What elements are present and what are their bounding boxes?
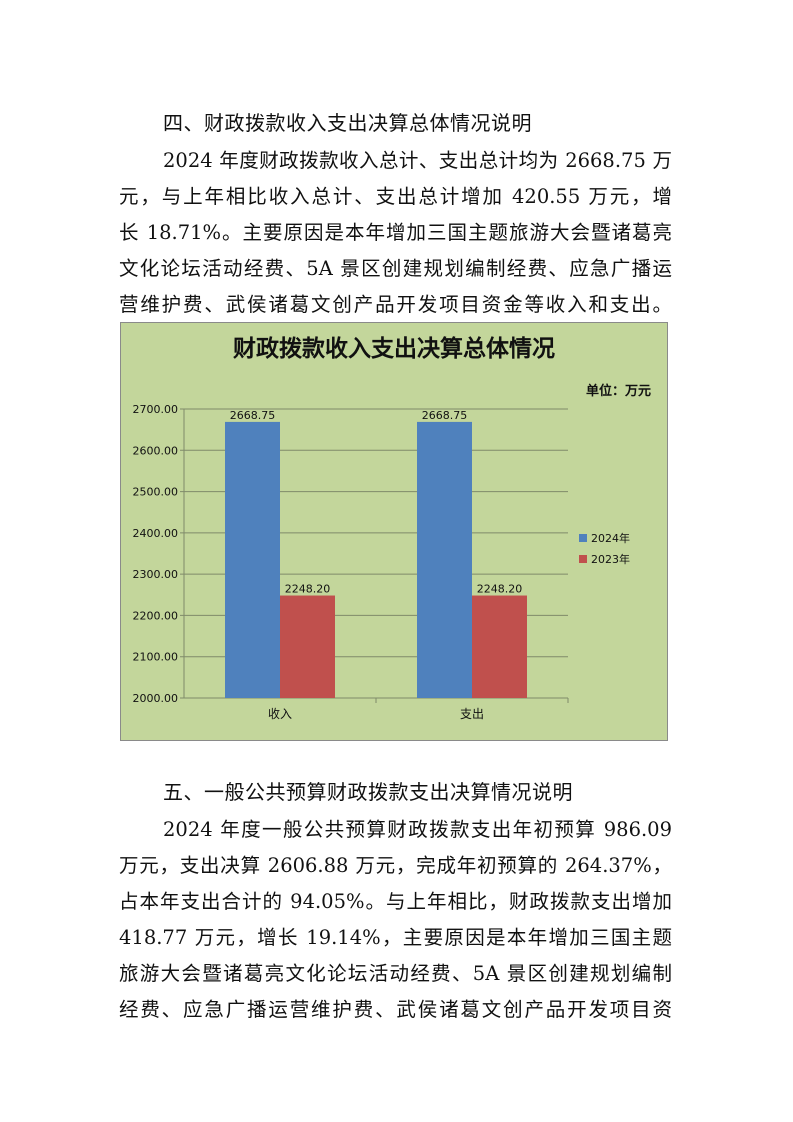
chart-title: 财政拨款收入支出决算总体情况 xyxy=(233,335,555,362)
y-tick-label: 2200.00 xyxy=(133,609,179,622)
y-tick-label: 2500.00 xyxy=(133,486,179,499)
y-tick-label: 2400.00 xyxy=(133,527,179,540)
paragraph-line: 经费、应急广播运营维护费、武侯诸葛文创产品开发项目资 xyxy=(119,998,672,1021)
legend-label: 2023年 xyxy=(591,552,630,566)
bar xyxy=(472,595,527,698)
y-tick-label: 2700.00 xyxy=(133,403,179,416)
data-label: 2668.75 xyxy=(422,409,468,422)
paragraph-line: 文化论坛活动经费、5A 景区创建规划编制经费、应急广播运 xyxy=(119,257,672,280)
y-tick-label: 2000.00 xyxy=(133,692,179,705)
bar-chart: 财政拨款收入支出决算总体情况 单位：万元 2000.00 2100.00 2200.… xyxy=(120,322,668,741)
bar xyxy=(280,595,335,698)
bar xyxy=(225,421,280,698)
data-label: 2248.20 xyxy=(285,583,331,596)
paragraph-line: 2024 年度财政拨款收入总计、支出总计均为 2668.75 万 xyxy=(163,149,672,172)
unit-label: 单位：万元 xyxy=(586,383,651,399)
section-5-heading: 五、一般公共预算财政拨款支出决算情况说明 xyxy=(163,780,573,804)
data-label: 2668.75 xyxy=(230,409,276,422)
legend-swatch xyxy=(579,534,587,542)
paragraph-line: 旅游大会暨诸葛亮文化论坛活动经费、5A 景区创建规划编制 xyxy=(119,962,672,985)
paragraph-line: 2024 年度一般公共预算财政拨款支出年初预算 986.09 xyxy=(163,818,672,841)
paragraph-line: 418.77 万元，增长 19.14%，主要原因是本年增加三国主题 xyxy=(119,926,672,949)
x-tick-label: 支出 xyxy=(460,707,484,721)
paragraph-line: 元，与上年相比收入总计、支出总计增加 420.55 万元，增 xyxy=(119,185,672,208)
paragraph-line: 占本年支出合计的 94.05%。与上年相比，财政拨款支出增加 xyxy=(119,890,672,913)
paragraph-line: 营维护费、武侯诸葛文创产品开发项目资金等收入和支出。 xyxy=(119,293,672,316)
y-tick-label: 2300.00 xyxy=(133,568,179,581)
data-label: 2248.20 xyxy=(477,583,523,596)
section-4-heading: 四、财政拨款收入支出决算总体情况说明 xyxy=(163,111,532,135)
y-tick-label: 2600.00 xyxy=(133,444,179,457)
legend-swatch xyxy=(579,555,587,563)
paragraph-line: 万元，支出决算 2606.88 万元，完成年初预算的 264.37%， xyxy=(119,854,672,877)
x-tick-label: 收入 xyxy=(268,707,292,721)
legend-label: 2024年 xyxy=(591,531,630,545)
paragraph-line: 长 18.71%。主要原因是本年增加三国主题旅游大会暨诸葛亮 xyxy=(119,221,672,244)
y-tick-label: 2100.00 xyxy=(133,651,179,664)
bar xyxy=(417,421,472,698)
